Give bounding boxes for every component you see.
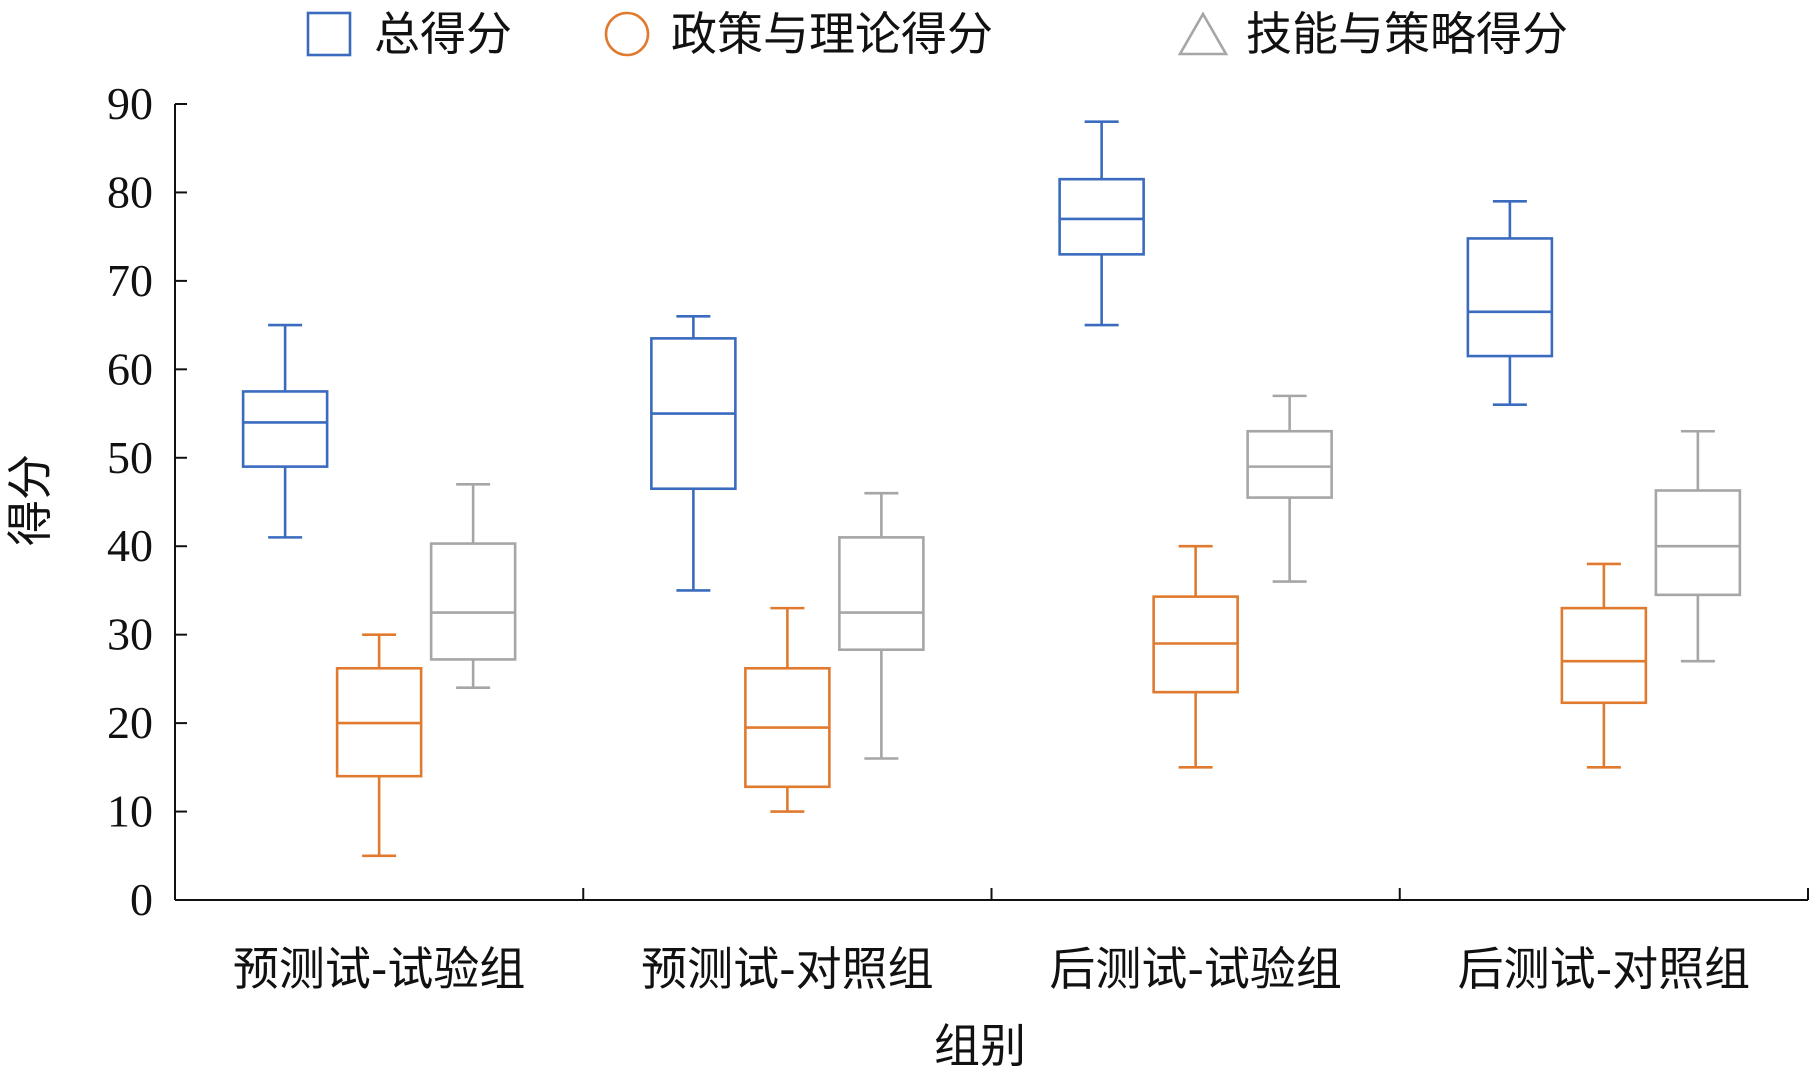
box-series [241,120,1742,858]
box-0-2 [1058,120,1145,327]
box-2-2 [1246,394,1333,583]
x-tick-label: 预测试-对照组 [641,942,934,996]
y-tick-label: 60 [107,343,153,394]
y-tick-label: 50 [107,432,153,483]
y-tick-label: 30 [107,609,153,660]
iqr-box [1560,606,1648,705]
iqr-box [241,390,329,468]
box-1-0 [335,633,423,858]
iqr-box [1466,237,1554,358]
y-tick-label: 40 [107,520,153,571]
box-0-1 [650,314,737,592]
box-2-0 [429,483,517,690]
legend-triangle-icon [1177,11,1229,56]
box-1-2 [1152,544,1239,769]
x-tick-label: 后测试-试验组 [1049,942,1342,996]
box-1-1 [744,606,831,813]
y-tick-label: 70 [107,255,153,306]
y-tick-label: 20 [107,697,153,748]
legend-label: 政策与理论得分 [671,7,993,61]
iqr-box [1058,177,1145,256]
iqr-box [1246,429,1333,499]
box-0-3 [1466,199,1554,407]
legend-item-2: 技能与策略得分 [1177,7,1568,61]
legend-label: 技能与策略得分 [1246,7,1568,61]
y-tick-label: 90 [107,78,153,129]
axes: 0 10 20 30 40 50 60 70 80 90 预测试-试验组 预测试-对照组 后测试-试验组… [107,78,1809,996]
y-tick-label: 10 [107,786,153,837]
iqr-box [429,542,517,661]
legend-label: 总得分 [374,7,512,61]
legend-square-icon [306,11,352,57]
legend-item-1: 政策与理论得分 [604,7,993,61]
y-tick-label: 0 [130,874,153,925]
legend-circle-icon [604,11,650,57]
legend: 总得分 政策与理论得分 技能与策略得分 [306,7,1568,61]
iqr-box [838,536,925,652]
legend-item-0: 总得分 [306,7,512,61]
x-tick-label: 预测试-试验组 [233,942,526,996]
y-tick-label: 80 [107,166,153,217]
box-1-3 [1560,562,1648,769]
x-axis-title: 组别 [934,1019,1026,1073]
box-2-3 [1654,429,1742,663]
iqr-box [1654,489,1742,597]
y-axis-title: 得分 [3,454,57,546]
box-2-1 [838,491,925,760]
box-0-0 [241,323,329,539]
x-tick-label: 后测试-对照组 [1458,942,1751,996]
